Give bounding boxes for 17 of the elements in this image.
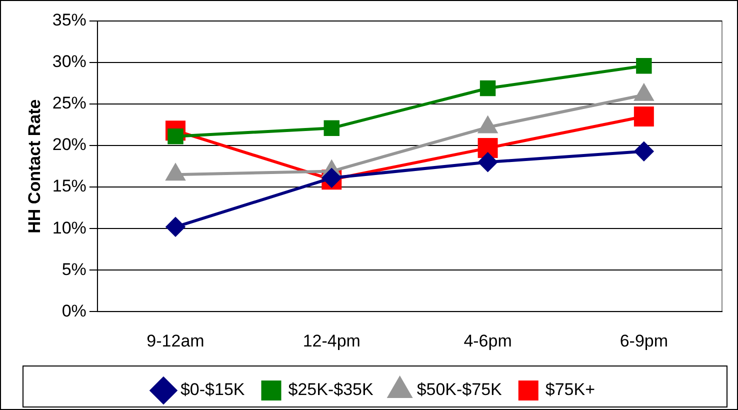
y-tick-label: 5%: [62, 260, 86, 279]
legend-label: $0-$15K: [180, 380, 246, 400]
y-tick-label: 30%: [52, 52, 86, 72]
legend-label: $50K-$75K: [416, 380, 503, 400]
y-axis-title: HH Contact Rate: [24, 99, 44, 234]
x-tick-label: 9-12am: [146, 331, 204, 350]
x-tick-label: 4-6pm: [464, 331, 512, 350]
x-tick-label: 6-9pm: [620, 331, 668, 350]
legend-label: $25K-$35K: [288, 380, 374, 400]
x-tick-label: 12-4pm: [302, 331, 360, 350]
y-tick-label: 15%: [52, 176, 86, 196]
y-tick-label: 20%: [52, 135, 86, 154]
y-tick-label: 10%: [52, 218, 86, 238]
y-tick-label: 25%: [52, 94, 86, 113]
legend-label: $75K+: [545, 380, 596, 400]
y-tick-label: 35%: [52, 10, 86, 30]
y-tick-label: 0%: [62, 301, 86, 320]
